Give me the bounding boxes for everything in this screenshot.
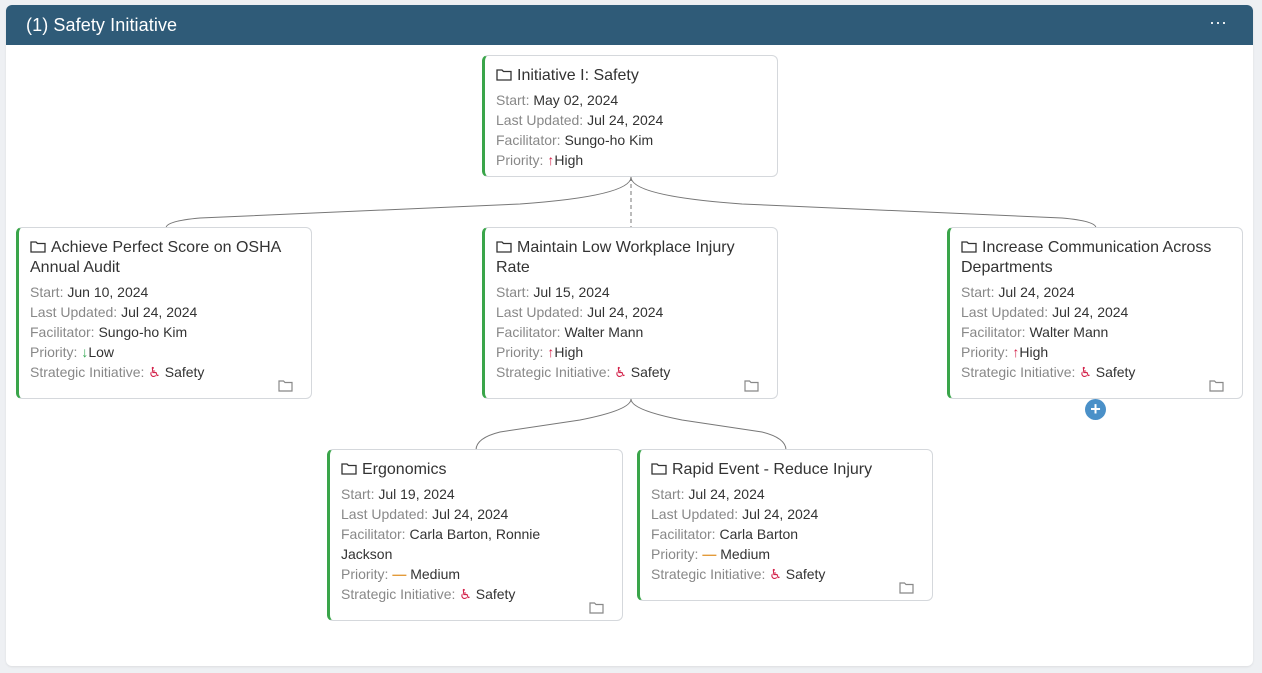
folder-icon[interactable] (278, 379, 293, 392)
arrow-up-icon: ↑ (547, 152, 555, 168)
dash-icon: — (392, 566, 407, 582)
updated-row: Last Updated: Jul 24, 2024 (341, 506, 509, 522)
start-row: Start: Jul 24, 2024 (961, 284, 1075, 300)
facilitator-row: Facilitator: Walter Mann (496, 324, 644, 340)
folder-icon (651, 463, 667, 475)
priority-row: Priority: ↑High (961, 344, 1049, 360)
priority-row: Priority: ↑High (496, 152, 584, 168)
add-child-button[interactable]: + (1085, 399, 1106, 420)
dash-icon: — (702, 546, 717, 562)
panel-header: (1) Safety Initiative ··· (6, 5, 1253, 45)
facilitator-row: Facilitator: Carla Barton, Ronnie Jackso… (341, 526, 541, 562)
card-injury-rate[interactable]: Maintain Low Workplace Injury Rate Start… (482, 227, 778, 399)
folder-icon[interactable] (744, 379, 759, 392)
card-title-text: Maintain Low Workplace Injury Rate (496, 239, 735, 276)
card-title-text: Rapid Event - Reduce Injury (672, 461, 873, 478)
priority-row: Priority: ↓Low (30, 344, 115, 360)
more-options-icon[interactable]: ··· (1209, 12, 1227, 32)
strategic-row: Strategic Initiative: ♿ Safety (30, 364, 205, 380)
priority-row: Priority: — Medium (341, 566, 461, 582)
start-row: Start: Jul 19, 2024 (341, 486, 455, 502)
arrow-up-icon: ↑ (1012, 344, 1020, 360)
accessibility-icon: ♿ (769, 566, 782, 582)
card-initiative-safety[interactable]: Initiative I: Safety Start: May 02, 2024… (482, 55, 778, 177)
folder-icon (341, 463, 357, 475)
folder-icon (496, 69, 512, 81)
priority-row: Priority: ↑High (496, 344, 584, 360)
folder-icon[interactable] (1209, 379, 1224, 392)
folder-icon (961, 241, 977, 253)
card-rapid-event[interactable]: Rapid Event - Reduce Injury Start: Jul 2… (637, 449, 933, 601)
accessibility-icon: ♿ (1079, 364, 1092, 380)
strategic-row: Strategic Initiative: ♿ Safety (961, 364, 1136, 380)
start-row: Start: Jul 24, 2024 (651, 486, 765, 502)
card-title-text: Initiative I: Safety (517, 67, 639, 84)
arrow-up-icon: ↑ (547, 344, 555, 360)
card-title-text: Increase Communication Across Department… (961, 239, 1212, 276)
accessibility-icon: ♿ (148, 364, 161, 380)
updated-row: Last Updated: Jul 24, 2024 (30, 304, 198, 320)
card-title-text: Ergonomics (362, 461, 447, 478)
updated-row: Last Updated: Jul 24, 2024 (961, 304, 1129, 320)
accessibility-icon: ♿ (614, 364, 627, 380)
facilitator-row: Facilitator: Sungo-ho Kim (496, 132, 654, 148)
updated-row: Last Updated: Jul 24, 2024 (651, 506, 819, 522)
card-ergonomics[interactable]: Ergonomics Start: Jul 19, 2024 Last Upda… (327, 449, 623, 621)
panel-title: (1) Safety Initiative (26, 15, 178, 35)
folder-icon (30, 241, 46, 253)
arrow-down-icon: ↓ (81, 344, 89, 360)
folder-icon[interactable] (899, 581, 914, 594)
accessibility-icon: ♿ (459, 586, 472, 602)
updated-row: Last Updated: Jul 24, 2024 (496, 112, 664, 128)
card-title-text: Achieve Perfect Score on OSHA Annual Aud… (30, 239, 281, 276)
start-row: Start: May 02, 2024 (496, 92, 619, 108)
start-row: Start: Jul 15, 2024 (496, 284, 610, 300)
folder-icon (496, 241, 512, 253)
card-communication[interactable]: Increase Communication Across Department… (947, 227, 1243, 399)
facilitator-row: Facilitator: Walter Mann (961, 324, 1109, 340)
start-row: Start: Jun 10, 2024 (30, 284, 149, 300)
strategic-row: Strategic Initiative: ♿ Safety (341, 586, 516, 602)
strategic-row: Strategic Initiative: ♿ Safety (496, 364, 671, 380)
strategic-row: Strategic Initiative: ♿ Safety (651, 566, 826, 582)
priority-row: Priority: — Medium (651, 546, 771, 562)
card-osha-audit[interactable]: Achieve Perfect Score on OSHA Annual Aud… (16, 227, 312, 399)
folder-icon[interactable] (589, 601, 604, 614)
updated-row: Last Updated: Jul 24, 2024 (496, 304, 664, 320)
facilitator-row: Facilitator: Carla Barton (651, 526, 799, 542)
facilitator-row: Facilitator: Sungo-ho Kim (30, 324, 188, 340)
